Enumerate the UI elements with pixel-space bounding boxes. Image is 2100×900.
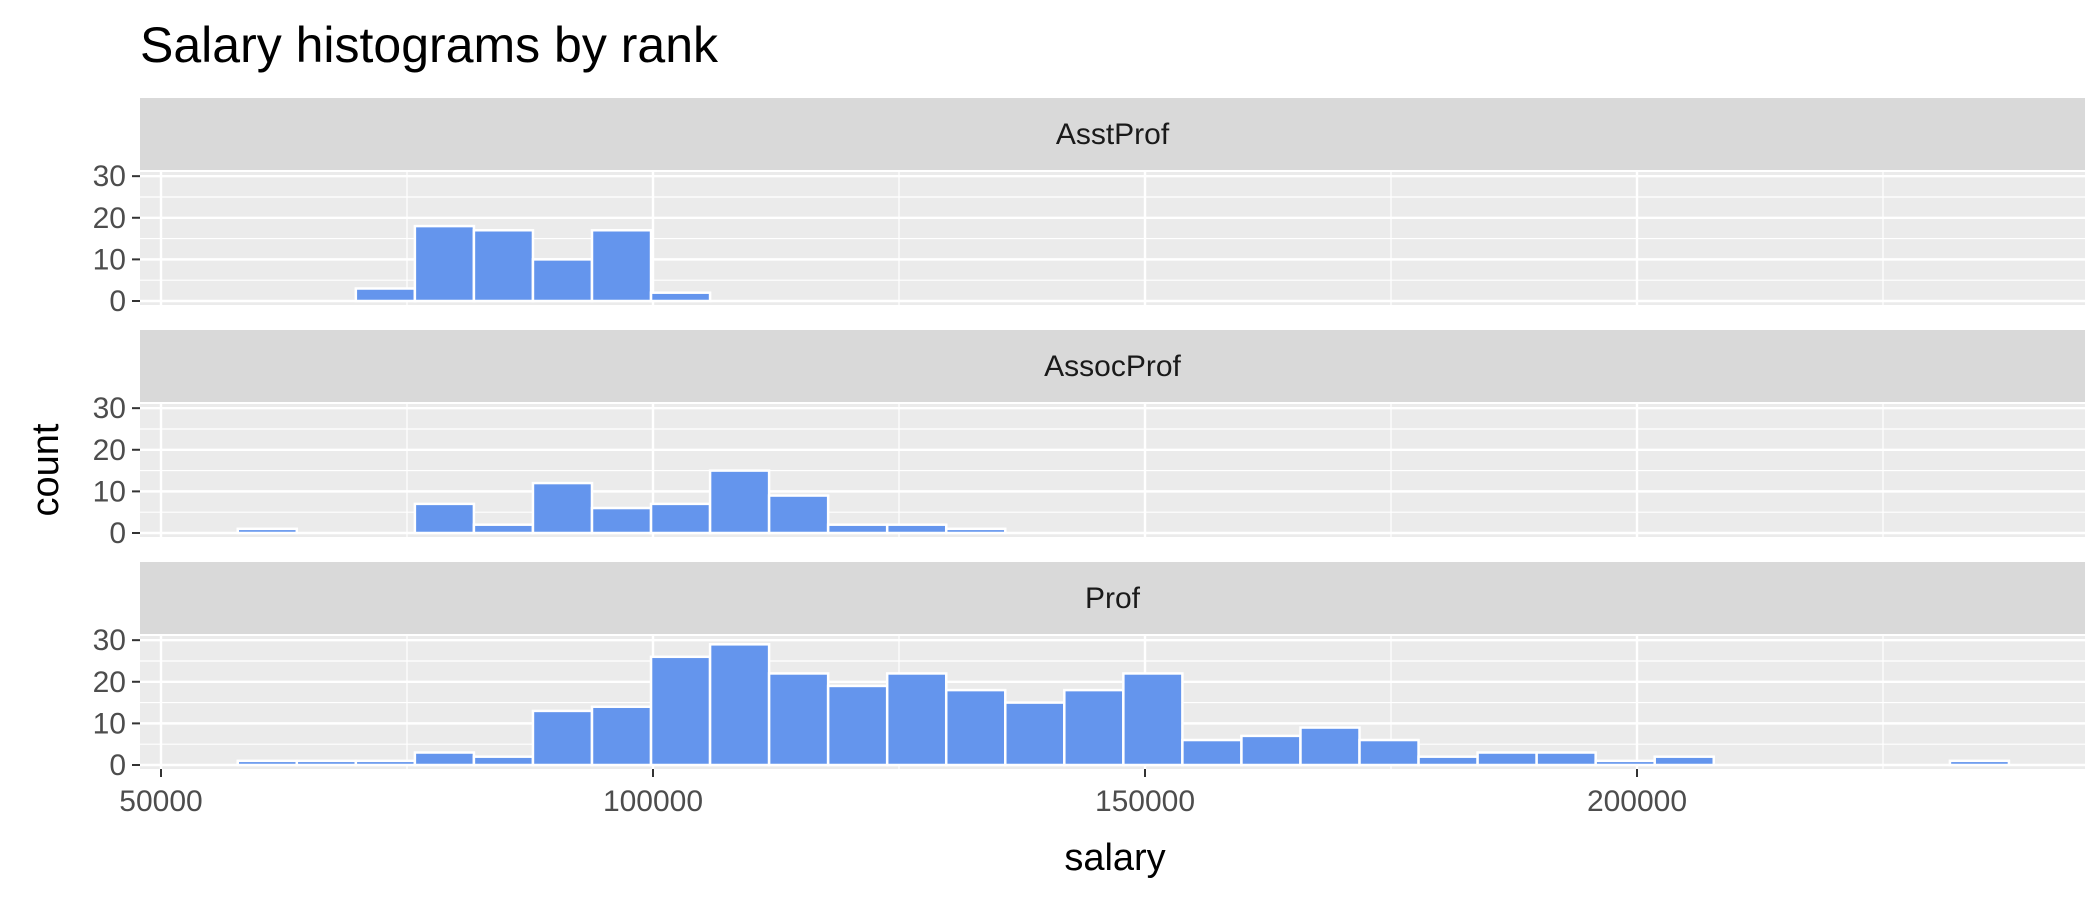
- y-tick-label: 0: [109, 285, 126, 318]
- facet-asstprof: AsstProf 0 10 20 30: [93, 98, 2085, 318]
- x-tick-label: 100000: [603, 785, 703, 818]
- histogram-bar: [590, 229, 653, 303]
- x-tick-label: 150000: [1095, 785, 1195, 818]
- histogram-bar: [826, 684, 889, 767]
- histogram-bar: [1417, 755, 1479, 767]
- histogram-bar: [708, 643, 771, 767]
- histogram-bar: [944, 527, 1007, 535]
- y-tick-label: 0: [109, 749, 126, 782]
- histogram-bar: [767, 672, 830, 767]
- facet-strip: [140, 562, 2085, 634]
- facet-strip: [140, 330, 2085, 402]
- histogram-bar: [1299, 726, 1361, 767]
- histogram-bar: [295, 759, 358, 767]
- histogram-bar: [1122, 672, 1184, 767]
- y-tick-label: 20: [93, 434, 126, 467]
- y-tick-label: 20: [93, 666, 126, 699]
- histogram-bar: [1181, 738, 1243, 767]
- facet-strip-label: Prof: [1085, 582, 1141, 615]
- histogram-bar: [1240, 734, 1302, 767]
- histogram-bar: [1653, 755, 1716, 767]
- histogram-bar: [885, 523, 948, 535]
- histogram-bar: [472, 229, 535, 303]
- y-axis-title: count: [25, 423, 67, 516]
- histogram-bar: [1594, 759, 1656, 767]
- y-tick-label: 30: [93, 160, 126, 193]
- histogram-bar: [649, 655, 712, 767]
- histogram-bar: [1476, 751, 1538, 767]
- histogram-bar: [1063, 688, 1125, 767]
- histogram-bar: [1948, 759, 2011, 767]
- chart-title: Salary histograms by rank: [140, 17, 719, 73]
- y-tick-label: 10: [93, 707, 126, 740]
- y-tick-label: 30: [93, 392, 126, 425]
- histogram-bar: [472, 755, 535, 767]
- histogram-bar: [826, 523, 889, 535]
- histogram-bar: [1358, 738, 1420, 767]
- histogram-bar: [590, 705, 653, 767]
- histogram-bar: [354, 759, 417, 767]
- histogram-bar: [236, 527, 299, 535]
- y-tick-label: 0: [109, 517, 126, 550]
- histogram-bar: [885, 672, 948, 767]
- histogram-bar: [767, 494, 830, 535]
- facet-prof: Prof 0 10 20 30: [93, 562, 2085, 782]
- facet-strip-label: AssocProf: [1044, 350, 1181, 383]
- histogram-bar: [236, 759, 299, 767]
- y-tick-label: 10: [93, 243, 126, 276]
- histogram-bar: [413, 224, 476, 303]
- histogram-bar: [1535, 751, 1597, 767]
- histogram-bar: [649, 291, 712, 303]
- x-axis-title: salary: [1064, 837, 1165, 879]
- x-tick-label: 50000: [119, 785, 202, 818]
- histogram-bar: [1004, 701, 1066, 767]
- facet-strip-label: AsstProf: [1056, 118, 1170, 151]
- x-tick-label: 200000: [1587, 785, 1687, 818]
- histogram-bar: [649, 502, 712, 535]
- histogram-bar: [590, 506, 653, 535]
- histogram-bar: [413, 502, 476, 535]
- x-axis: 50000 100000 150000 200000: [119, 769, 1687, 818]
- histogram-bar: [413, 751, 476, 767]
- histogram-bar: [472, 523, 535, 535]
- histogram-bar: [531, 481, 594, 535]
- facets-layer: AsstProf 0 10 20 30 AssocProf 0 10 20 30 Prof 0 10 20…: [93, 98, 2085, 782]
- histogram-bar: [354, 287, 417, 303]
- y-tick-label: 30: [93, 624, 126, 657]
- histogram-bar: [708, 469, 771, 535]
- facet-assocprof: AssocProf 0 10 20 30: [93, 330, 2085, 550]
- histogram-bar: [531, 709, 594, 767]
- facet-strip: [140, 98, 2085, 170]
- y-tick-label: 20: [93, 202, 126, 235]
- y-tick-label: 10: [93, 475, 126, 508]
- histogram-bar: [944, 688, 1007, 767]
- histogram-bar: [531, 258, 594, 303]
